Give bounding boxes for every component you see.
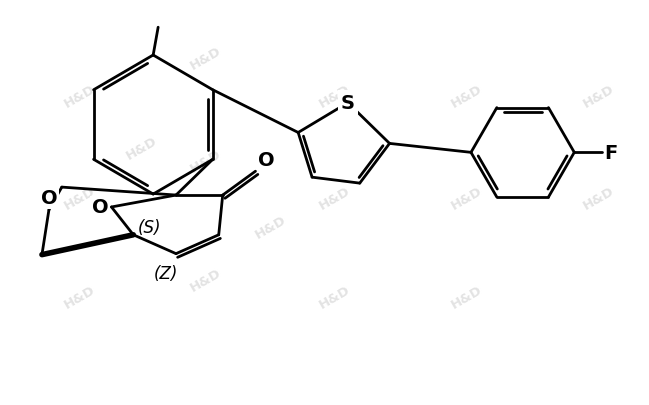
Text: H&D: H&D (317, 183, 353, 211)
Text: H&D: H&D (449, 83, 485, 111)
Text: S: S (341, 94, 355, 113)
Text: H&D: H&D (188, 266, 224, 294)
Text: H&D: H&D (62, 183, 97, 211)
Text: H&D: H&D (123, 134, 159, 162)
Text: H&D: H&D (188, 147, 224, 175)
Text: O: O (41, 188, 57, 207)
Text: H&D: H&D (62, 283, 97, 311)
Text: H&D: H&D (317, 83, 353, 111)
Text: H&D: H&D (580, 183, 616, 211)
Text: H&D: H&D (580, 83, 616, 111)
Text: (S): (S) (138, 218, 161, 236)
Text: F: F (604, 143, 617, 162)
Text: H&D: H&D (449, 283, 485, 311)
Text: H&D: H&D (252, 213, 288, 241)
Text: O: O (92, 198, 108, 217)
Text: H&D: H&D (188, 45, 224, 73)
Text: (Z): (Z) (154, 264, 178, 282)
Text: H&D: H&D (317, 283, 353, 311)
Text: H&D: H&D (62, 83, 97, 111)
Text: H&D: H&D (449, 183, 485, 211)
Text: O: O (258, 151, 275, 170)
